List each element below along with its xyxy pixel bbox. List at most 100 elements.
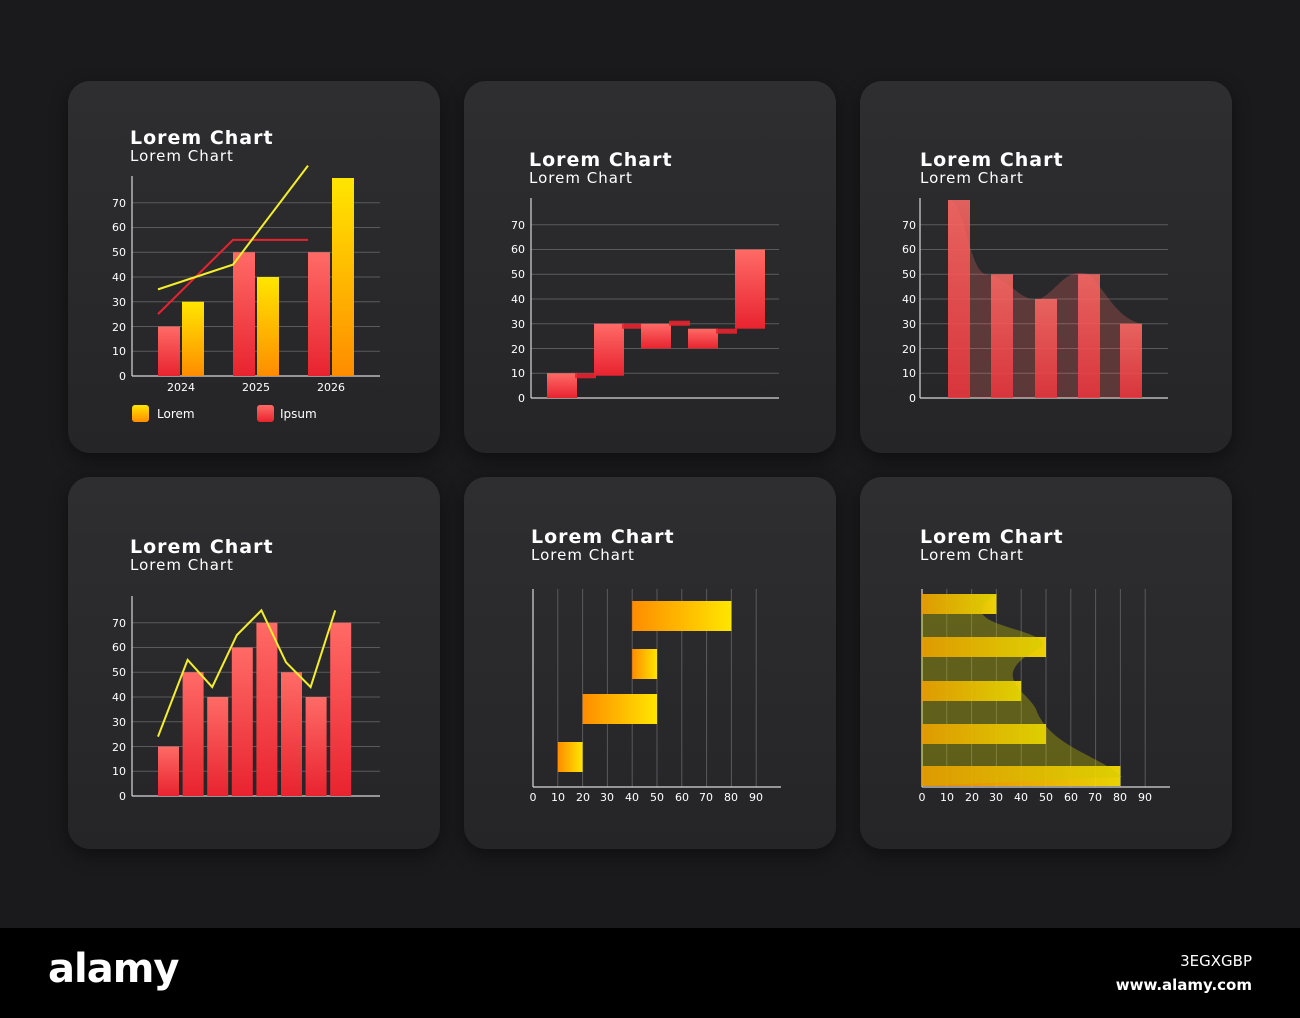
- chart-3-svg: Lorem Chart Lorem Chart 0 10 20 30 40 50…: [902, 149, 1168, 405]
- x-tick: 70: [699, 791, 713, 804]
- waterfall-marks: [547, 249, 765, 398]
- bar: [922, 766, 1121, 786]
- y-tick: 20: [511, 343, 525, 356]
- bar: [1120, 323, 1142, 398]
- bar: [922, 681, 1022, 701]
- chart-card-3: Lorem Chart Lorem Chart 0 10 20 30 40 50…: [860, 81, 1232, 453]
- y-tick: 40: [902, 293, 916, 306]
- bar-lorem: [182, 301, 204, 376]
- x-tick: 40: [625, 791, 639, 804]
- connector: [622, 323, 643, 329]
- chart-6-svg: Lorem Chart Lorem Chart 0 10 20 30 40 50…: [919, 526, 1170, 804]
- chart-2-svg: Lorem Chart Lorem Chart 0 10 20 30 40 50…: [511, 149, 779, 405]
- chart-title: Lorem Chart: [130, 536, 274, 558]
- waterfall-step: [735, 249, 765, 329]
- y-tick: 40: [511, 293, 525, 306]
- y-tick: 70: [511, 219, 525, 232]
- bar: [281, 672, 302, 796]
- x-tick: 40: [1014, 791, 1028, 804]
- x-tick: 80: [1113, 791, 1127, 804]
- image-id: 3EGXGBP: [1180, 952, 1252, 970]
- site-url: www.alamy.com: [1115, 976, 1252, 994]
- y-axis-ticks: 0 10 20 30 40 50 60 70: [902, 219, 916, 405]
- chart-subtitle: Lorem Chart: [920, 169, 1024, 187]
- waterfall-marks: [557, 601, 732, 772]
- y-tick: 10: [112, 345, 126, 358]
- x-tick: 0: [530, 791, 537, 804]
- x-axis-ticks: 0 10 20 30 40 50 60 70 80 90: [919, 791, 1153, 804]
- chart-subtitle: Lorem Chart: [130, 147, 234, 165]
- waterfall-step: [632, 601, 732, 631]
- bar: [207, 697, 229, 796]
- bar: [256, 622, 278, 796]
- bar: [922, 724, 1046, 744]
- x-tick: 90: [1138, 791, 1152, 804]
- waterfall-step: [641, 323, 671, 349]
- y-tick: 70: [112, 197, 126, 210]
- bar: [1078, 274, 1100, 398]
- connector: [575, 373, 596, 379]
- x-tick: 20: [965, 791, 979, 804]
- chart-5-svg: Lorem Chart Lorem Chart 0 10 20 30 40 50…: [530, 526, 781, 804]
- bar-lorem: [332, 178, 354, 376]
- y-tick: 60: [902, 243, 916, 256]
- bar: [922, 594, 997, 614]
- trend-line: [157, 165, 309, 291]
- legend-label: Lorem: [157, 407, 195, 421]
- x-axis-ticks: 2024 2025 2026: [167, 381, 345, 394]
- x-tick: 70: [1088, 791, 1102, 804]
- brand-logo: alamy: [48, 946, 179, 992]
- bar-marks: [157, 608, 352, 796]
- y-tick: 50: [112, 666, 126, 679]
- y-tick: 60: [511, 243, 525, 256]
- y-tick: 40: [112, 691, 126, 704]
- legend-swatch-lorem: [132, 405, 149, 422]
- chart-card-5: Lorem Chart Lorem Chart 0 10 20 30 40 50…: [464, 477, 836, 849]
- bar: [231, 647, 253, 796]
- bar-ipsum: [233, 252, 255, 376]
- y-tick: 30: [112, 716, 126, 729]
- chart-subtitle: Lorem Chart: [529, 169, 633, 187]
- waterfall-step: [582, 694, 657, 724]
- y-tick: 70: [902, 219, 916, 232]
- connector: [669, 320, 690, 326]
- x-tick: 2024: [167, 381, 195, 394]
- bar: [330, 622, 352, 796]
- x-tick: 2025: [242, 381, 270, 394]
- chart-title: Lorem Chart: [920, 526, 1064, 548]
- bar: [1035, 299, 1057, 398]
- y-tick: 50: [902, 268, 916, 281]
- x-tick: 30: [600, 791, 614, 804]
- legend-swatch-ipsum: [257, 405, 274, 422]
- x-tick: 10: [551, 791, 565, 804]
- x-tick: 2026: [317, 381, 345, 394]
- x-tick: 80: [724, 791, 738, 804]
- chart-subtitle: Lorem Chart: [920, 546, 1024, 564]
- y-tick: 70: [112, 617, 126, 630]
- bar-ipsum: [308, 252, 330, 376]
- bar: [158, 746, 179, 796]
- x-tick: 10: [940, 791, 954, 804]
- chart-subtitle: Lorem Chart: [531, 546, 635, 564]
- y-tick: 30: [112, 296, 126, 309]
- waterfall-step: [688, 328, 718, 349]
- bar-lorem: [257, 277, 279, 376]
- y-axis-ticks: 0 10 20 30 40 50 60 70: [112, 617, 126, 803]
- bar: [182, 672, 204, 796]
- bar: [922, 637, 1046, 657]
- y-tick: 20: [902, 343, 916, 356]
- chart-subtitle: Lorem Chart: [130, 556, 234, 574]
- legend-label: Ipsum: [280, 407, 317, 421]
- chart-card-1: Lorem Chart Lorem Chart 0 10 20 30 40 50…: [68, 81, 440, 453]
- y-tick: 30: [902, 318, 916, 331]
- chart-title: Lorem Chart: [529, 149, 673, 171]
- footer-strip: alamy 3EGXGBP www.alamy.com: [0, 928, 1300, 1018]
- chart-card-6: Lorem Chart Lorem Chart 0 10 20 30 40 50…: [860, 477, 1232, 849]
- y-tick: 0: [909, 392, 916, 405]
- y-tick: 0: [119, 370, 126, 383]
- chart-4-svg: Lorem Chart Lorem Chart 0 10 20 30 40 50…: [112, 536, 380, 803]
- y-tick: 50: [511, 268, 525, 281]
- bar-marks: [948, 199, 1142, 398]
- chart-1-svg: Lorem Chart Lorem Chart 0 10 20 30 40 50…: [112, 127, 380, 422]
- y-tick: 20: [112, 741, 126, 754]
